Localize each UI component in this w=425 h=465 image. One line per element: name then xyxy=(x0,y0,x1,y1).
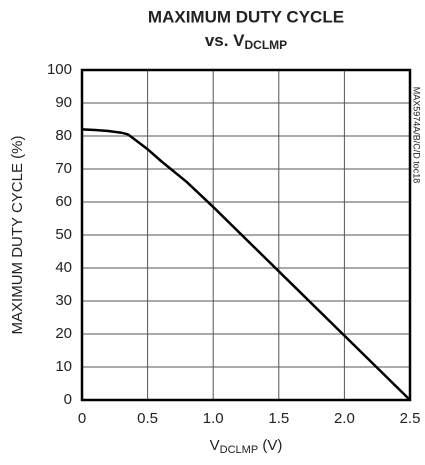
chart-subtitle: vs. VDCLMP xyxy=(205,31,287,52)
x-label-text: V xyxy=(210,437,220,454)
chart-title: MAXIMUM DUTY CYCLE xyxy=(148,7,344,26)
y-tick-label: 30 xyxy=(55,292,72,309)
x-tick-label: 1.0 xyxy=(203,410,224,427)
x-tick-label: 2.0 xyxy=(334,410,355,427)
y-tick-label: 0 xyxy=(64,391,72,408)
y-tick-label: 40 xyxy=(55,259,72,276)
x-tick-label: 0.5 xyxy=(137,410,158,427)
y-tick-label: 50 xyxy=(55,226,72,243)
subtitle-text: vs. V xyxy=(205,31,245,50)
x-tick-label: 1.5 xyxy=(268,410,289,427)
y-tick-label: 100 xyxy=(47,61,72,78)
y-tick-label: 90 xyxy=(55,94,72,111)
plot-border xyxy=(80,68,412,402)
note: MAX5974A/B/C/D toc18 xyxy=(412,87,422,184)
x-label-suffix: (V) xyxy=(258,437,282,454)
x-label-subscript: DCLMP xyxy=(220,444,259,456)
y-tick-label: 70 xyxy=(55,160,72,177)
y-axis-label: MAXIMUM DUTY CYCLE (%) xyxy=(9,136,26,335)
y-tick-label: 60 xyxy=(55,193,72,210)
x-axis-label: VDCLMP (V) xyxy=(210,437,283,456)
y-tick-label: 80 xyxy=(55,127,72,144)
x-tick-label: 2.5 xyxy=(400,410,421,427)
x-tick-label: 0 xyxy=(78,410,86,427)
y-tick-label: 10 xyxy=(55,358,72,375)
subtitle-subscript: DCLMP xyxy=(245,38,288,52)
y-tick-label: 20 xyxy=(55,325,72,342)
data-line xyxy=(81,128,411,401)
